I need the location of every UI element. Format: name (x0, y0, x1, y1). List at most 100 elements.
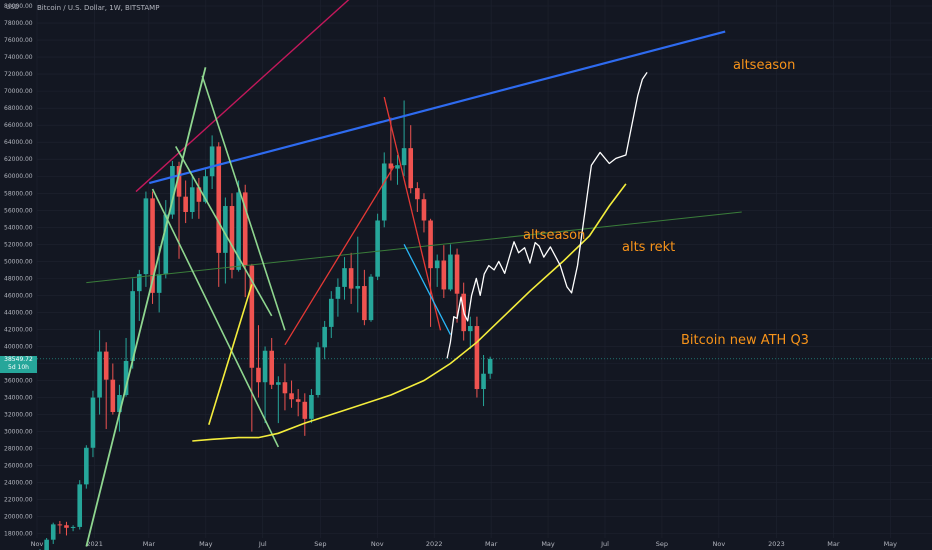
price-tick-label: 24000.00 (4, 480, 33, 487)
price-tick-label: 40000.00 (4, 343, 33, 350)
candle-body (189, 187, 195, 212)
candle-body (123, 360, 129, 395)
price-axis: 18000.00 20000.00 22000.00 24000.00 26000.00… (4, 3, 33, 538)
price-tick-label: 76000.00 (4, 37, 33, 44)
trend-line (403, 244, 452, 335)
candle-body (262, 350, 268, 383)
price-tick-label: 36000.00 (4, 378, 33, 385)
time-tick-label: Jul (258, 540, 267, 548)
time-tick-label: 2021 (86, 540, 103, 548)
candle-body (103, 351, 109, 380)
current-price-value: 38549.72 (4, 356, 33, 363)
price-tick-label: 26000.00 (4, 463, 33, 470)
candle-body (375, 220, 380, 277)
price-tick-label: 34000.00 (4, 395, 33, 402)
candle-body (335, 286, 341, 299)
candle-body (97, 351, 102, 398)
trend-line (201, 75, 286, 331)
candle-body (236, 192, 241, 270)
candle-body (77, 484, 83, 527)
price-tick-label: 62000.00 (4, 156, 33, 163)
candle-body (143, 198, 149, 275)
candle-body (289, 393, 294, 400)
trend-line (86, 211, 742, 284)
candle-body (50, 524, 56, 540)
candle-body (487, 358, 493, 374)
candle-body (176, 166, 182, 197)
candle-body (242, 192, 248, 266)
price-tick-label: 74000.00 (4, 54, 33, 61)
candle-body (209, 146, 215, 177)
candle-body (408, 148, 414, 189)
candle-body (276, 382, 281, 385)
price-tick-label: 78000.00 (4, 20, 33, 27)
price-tick-label: 60000.00 (4, 173, 33, 180)
candle-body (441, 260, 447, 290)
candle-body (137, 274, 142, 292)
candle-body (70, 526, 76, 528)
candle-body (415, 188, 420, 200)
price-tick-label: 44000.00 (4, 309, 33, 316)
candle-body (170, 166, 175, 215)
price-tick-label: 52000.00 (4, 241, 33, 248)
time-tick-label: May (884, 540, 898, 548)
candle-body (434, 260, 440, 269)
candle-body (203, 176, 208, 202)
trend-line (148, 30, 726, 185)
price-tick-label: 42000.00 (4, 326, 33, 333)
candle-body (223, 206, 228, 253)
candle-body (295, 399, 301, 402)
candle-body (64, 525, 69, 528)
candle-body (348, 268, 354, 289)
candle-countdown: 5d 10h (8, 364, 29, 371)
time-tick-label: Jul (600, 540, 609, 548)
price-tick-label: 80000.00 (4, 3, 33, 10)
time-tick-label: 2023 (768, 540, 785, 548)
price-tick-label: 58000.00 (4, 190, 33, 197)
candle-body (216, 146, 222, 253)
candle-body (322, 326, 327, 348)
candle-body (110, 379, 116, 413)
candle-body (474, 326, 480, 390)
time-tick-label: May (541, 540, 555, 548)
candle-body (468, 326, 473, 332)
trend-line (151, 188, 280, 448)
time-tick-label: May (199, 540, 213, 548)
candle-body (421, 199, 427, 221)
current-price-badge: 38549.72 5d 10h (0, 356, 37, 373)
candle-body (395, 165, 400, 169)
candle-body (150, 198, 155, 293)
annotation-altseason-mid: altseason (523, 228, 586, 243)
candle-body (117, 394, 122, 413)
price-tick-label: 66000.00 (4, 122, 33, 129)
candle-body (229, 206, 235, 270)
price-tick-label: 70000.00 (4, 88, 33, 95)
time-tick-label: Mar (485, 540, 498, 548)
price-tick-label: 50000.00 (4, 258, 33, 265)
candle-body (309, 394, 314, 419)
price-tick-label: 68000.00 (4, 105, 33, 112)
price-tick-label: 18000.00 (4, 531, 33, 538)
price-tick-label: 20000.00 (4, 514, 33, 521)
candle-body (328, 298, 334, 327)
candle-body (196, 187, 202, 202)
trend-line (208, 284, 253, 426)
time-tick-label: Nov (371, 540, 384, 548)
price-tick-label: 30000.00 (4, 429, 33, 436)
candle-body (388, 163, 394, 169)
price-tick-label: 22000.00 (4, 497, 33, 504)
yellow-support-curve (192, 183, 627, 442)
time-tick-label: Mar (143, 540, 156, 548)
price-tick-label: 48000.00 (4, 275, 33, 282)
time-tick-label: 2022 (426, 540, 443, 548)
candle-body (448, 254, 453, 290)
trend-line (135, 0, 350, 193)
trend-line (284, 165, 395, 346)
candle-body (130, 291, 135, 361)
time-tick-label: Mar (827, 540, 840, 548)
annotation-altseason-top: altseason (733, 58, 796, 73)
candle-body (90, 397, 96, 448)
candle-body (401, 148, 407, 166)
price-tick-label: 28000.00 (4, 446, 33, 453)
